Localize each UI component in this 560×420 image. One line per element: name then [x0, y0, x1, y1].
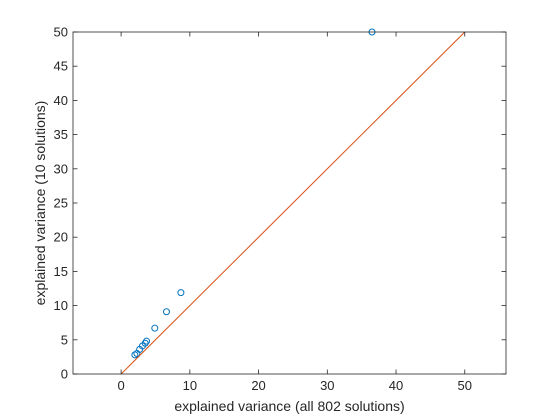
y-tick-label: 10	[54, 298, 68, 313]
data-point	[131, 351, 139, 359]
y-tick-label: 20	[54, 230, 68, 245]
data-point	[162, 308, 170, 316]
x-axis-label: explained variance (all 802 solutions)	[174, 398, 404, 414]
y-tick-label: 30	[54, 161, 68, 176]
data-point	[143, 337, 151, 345]
reference-line	[120, 31, 466, 375]
x-tick-label: 40	[389, 378, 403, 393]
data-point	[177, 289, 185, 297]
x-tick-label: 10	[183, 378, 197, 393]
x-tick-label: 50	[458, 378, 472, 393]
y-tick-label: 45	[54, 59, 68, 74]
y-tick-label: 35	[54, 127, 68, 142]
y-tick-label: 40	[54, 93, 68, 108]
x-tick-label: 0	[117, 378, 124, 393]
data-point	[141, 339, 149, 347]
y-tick-label: 5	[61, 332, 68, 347]
y-tick-label: 0	[61, 367, 68, 382]
y-tick-label: 25	[54, 196, 68, 211]
y-tick-label: 15	[54, 264, 68, 279]
x-tick-label: 20	[251, 378, 265, 393]
data-point	[151, 324, 159, 332]
plot-background	[73, 32, 506, 374]
y-tick-label: 50	[54, 25, 68, 40]
plot-area: 0 10 20 30 40 50 0 5 10 15 20 25 30 35 40 45 50	[54, 25, 507, 393]
x-tick-label: 30	[320, 378, 334, 393]
y-axis-label: explained variance (10 solutions)	[32, 101, 48, 306]
